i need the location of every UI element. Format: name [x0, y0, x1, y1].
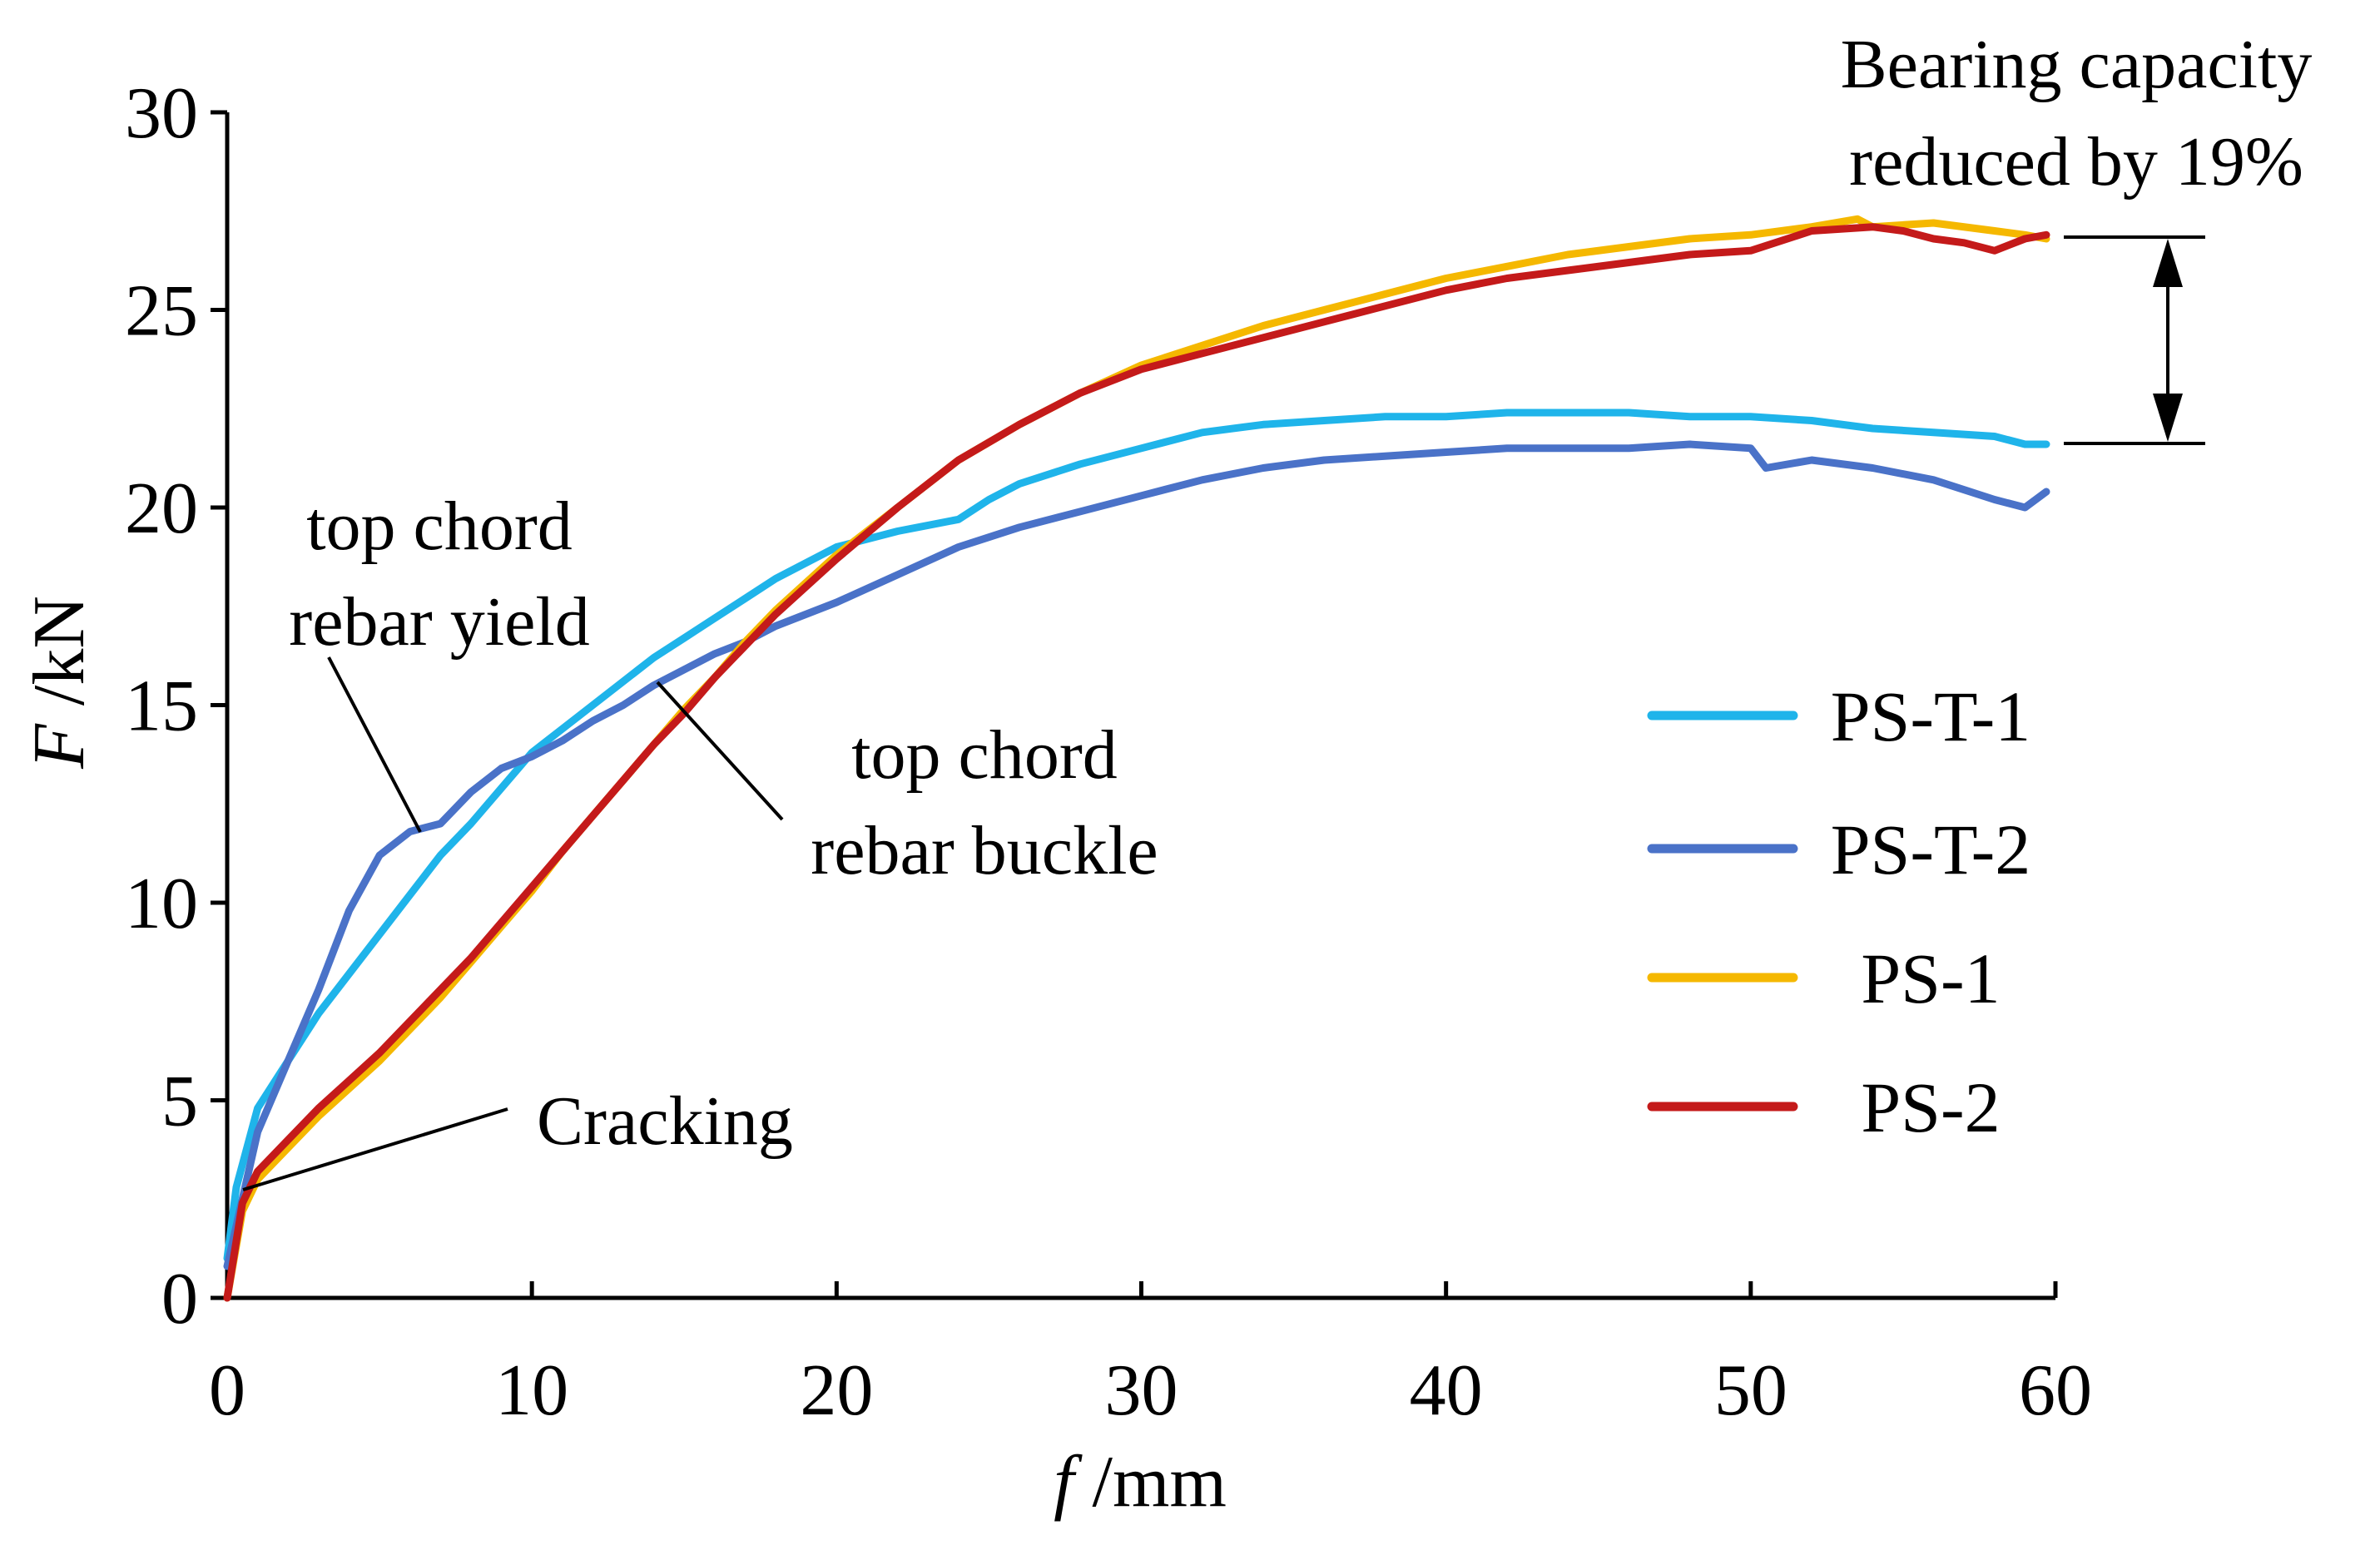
- x-tick-label: 30: [1105, 1350, 1178, 1431]
- legend: PS-T-1 PS-T-2 PS-1 PS-2: [1647, 676, 2031, 1147]
- buckle-label-line1: top chord: [851, 716, 1118, 794]
- x-axis-title: f /mm: [1054, 1442, 1227, 1523]
- cracking-leader: [242, 1107, 508, 1191]
- legend-label-ps-t-1: PS-T-1: [1831, 676, 2031, 756]
- legend-label-ps-t-2: PS-T-2: [1831, 810, 2031, 889]
- bearing-label-line1: Bearing capacity: [1841, 26, 2313, 103]
- yield-leader: [327, 656, 422, 833]
- y-tick-label: 15: [125, 666, 198, 747]
- yield-label-line1: top chord: [306, 488, 573, 565]
- x-tick-label: 40: [1410, 1350, 1483, 1431]
- x-tick-label: 0: [209, 1350, 245, 1431]
- x-tick-label: 60: [2019, 1350, 2092, 1431]
- x-ticks: 0 10 20 30 40 50 60: [209, 1281, 2092, 1431]
- legend-label-ps-1: PS-1: [1861, 938, 2000, 1018]
- series-line-ps-t-1: [223, 409, 2050, 1262]
- buckle-leader: [656, 681, 784, 821]
- cracking-label: Cracking: [537, 1082, 793, 1160]
- y-tick-label: 30: [125, 73, 198, 154]
- yield-label-line2: rebar yield: [289, 583, 589, 661]
- x-tick-label: 50: [1714, 1350, 1787, 1431]
- series-group: [223, 215, 2050, 1302]
- y-tick-label: 10: [125, 864, 198, 944]
- series-line-ps-2: [223, 223, 2050, 1302]
- y-tick-label: 5: [161, 1062, 198, 1142]
- series-line-ps-t-2: [223, 440, 2050, 1270]
- y-tick-label: 0: [161, 1259, 198, 1339]
- y-axis-title: F /kN: [19, 596, 100, 770]
- series-line-ps-1: [223, 215, 2050, 1302]
- x-tick-label: 10: [495, 1350, 568, 1431]
- buckle-label-line2: rebar buckle: [811, 812, 1158, 889]
- legend-label-ps-2: PS-2: [1861, 1067, 2000, 1147]
- annotation-yield: top chord rebar yield: [289, 488, 590, 833]
- annotation-cracking: Cracking: [242, 1082, 793, 1191]
- annotation-buckle: top chord rebar buckle: [656, 681, 1158, 889]
- y-tick-label: 20: [125, 468, 198, 549]
- y-tick-label: 25: [125, 271, 198, 352]
- x-tick-label: 20: [800, 1350, 873, 1431]
- bearing-label-line2: reduced by 19%: [1849, 123, 2303, 201]
- annotation-bearing: Bearing capacity reduced by 19%: [1841, 26, 2313, 445]
- bearing-arrow-up-icon: [2153, 239, 2183, 287]
- y-ticks: 0 5 10 15 20 25 30: [125, 73, 227, 1339]
- bearing-arrow-down-icon: [2153, 394, 2183, 442]
